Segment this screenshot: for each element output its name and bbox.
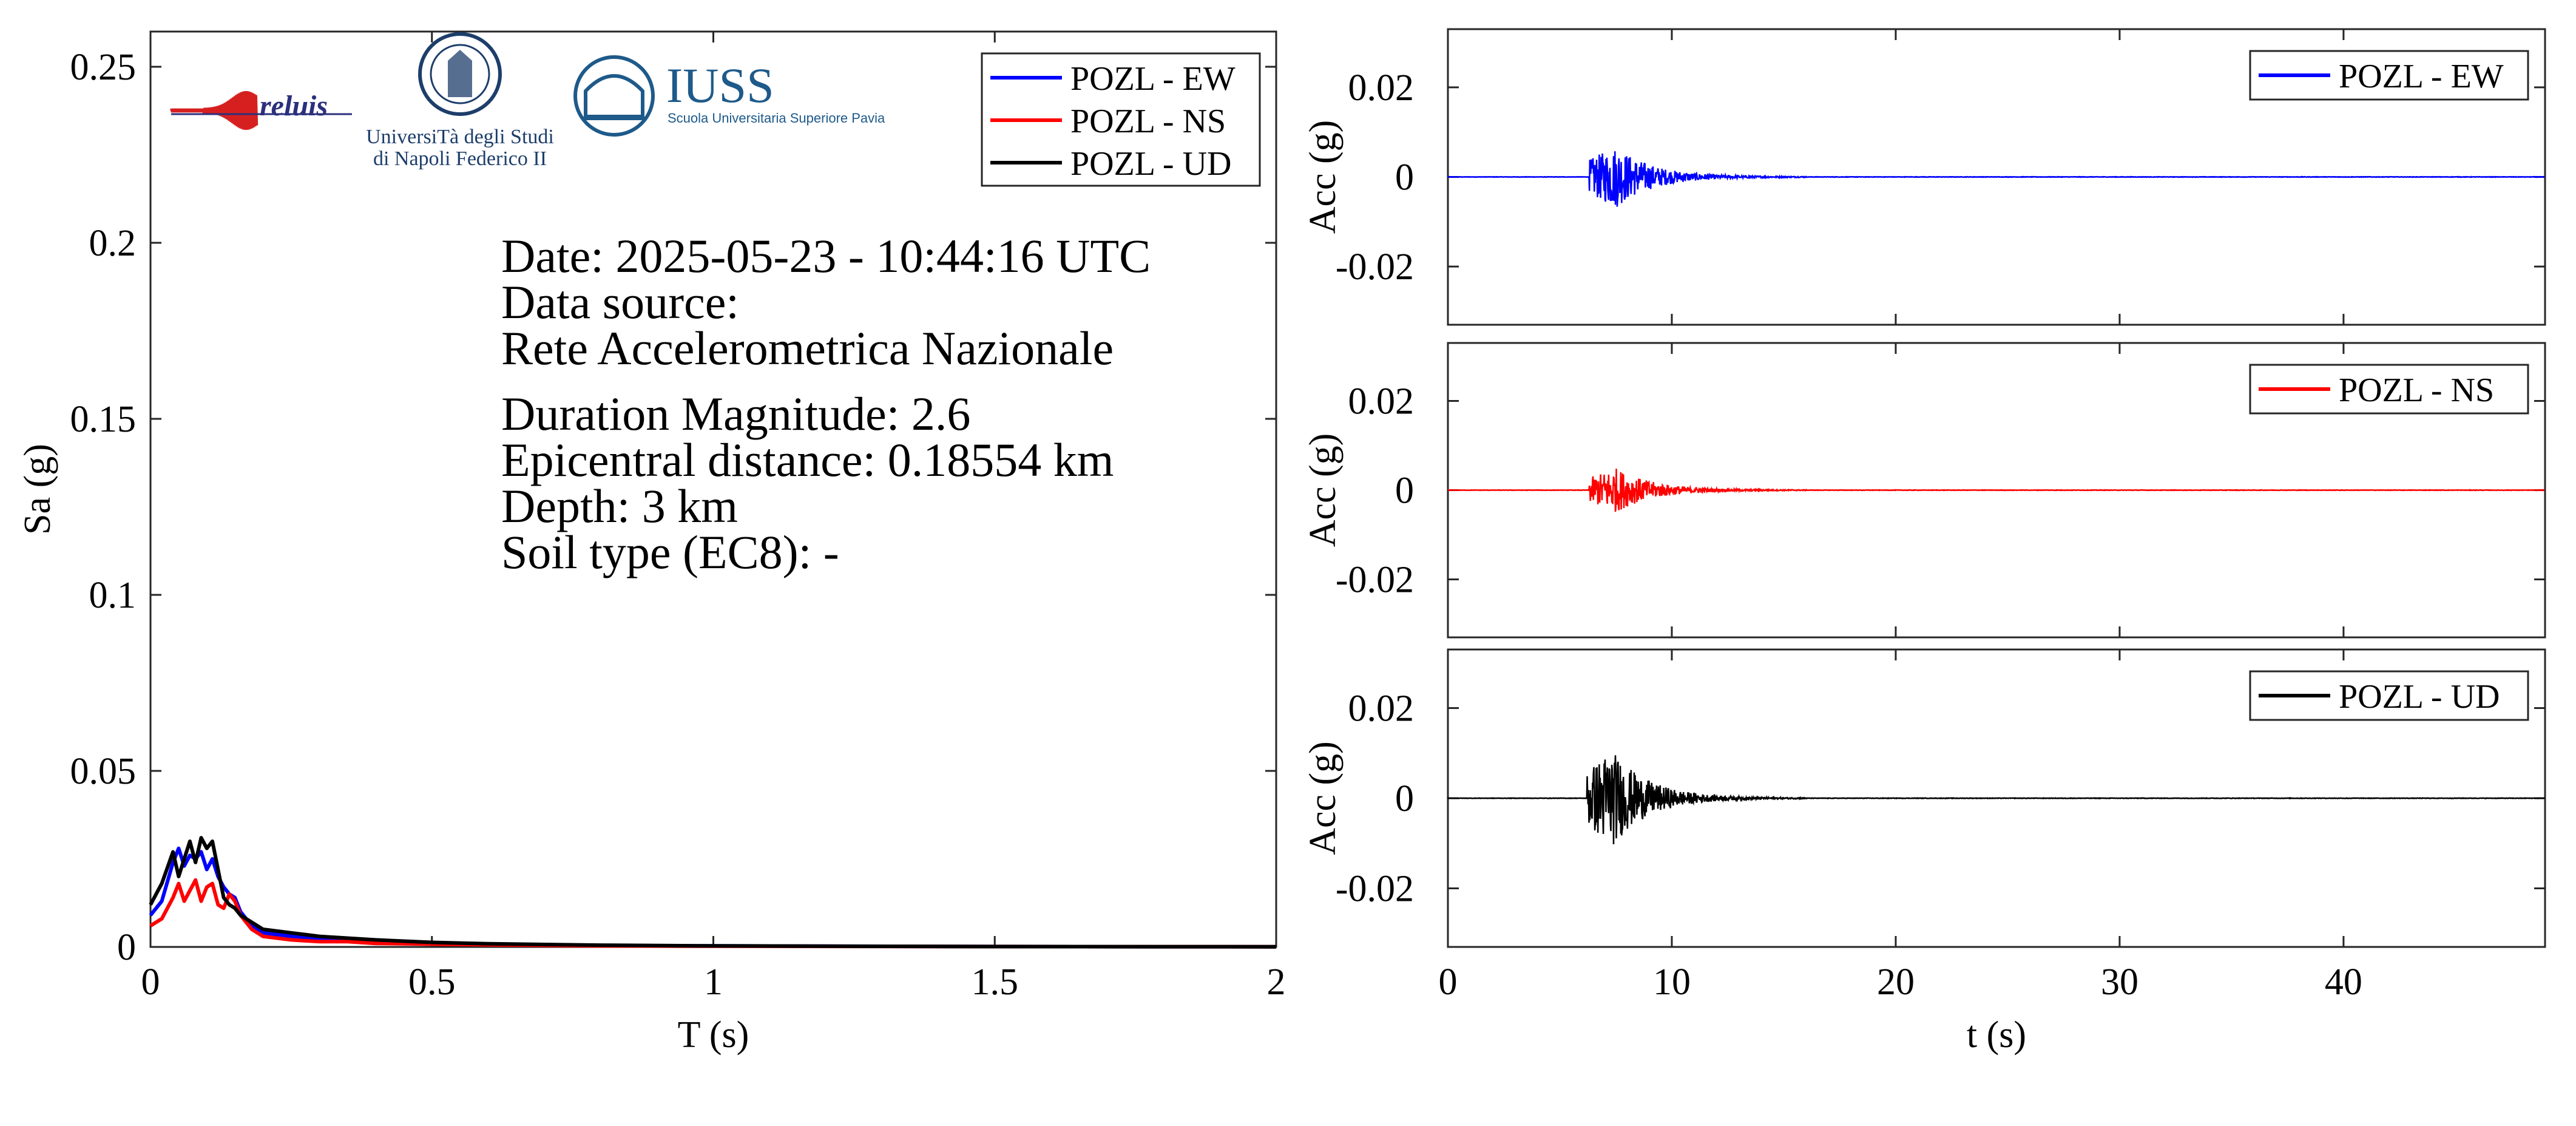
- legend-label: POZL - NS: [1070, 103, 1226, 140]
- waveform-ew: [1447, 151, 2545, 207]
- info-line: Date: 2025-05-23 - 10:44:16 UTC: [501, 229, 1151, 282]
- spectrum-legend: POZL - EW POZL - NS POZL - UD: [981, 52, 1261, 187]
- y-tick-label: 0.02: [1348, 381, 1415, 422]
- unina-logo-text-2: di Napoli Federico II: [373, 148, 547, 170]
- waveform-ns: [1447, 469, 2545, 512]
- legend-label: POZL - UD: [2339, 678, 2500, 716]
- y-tick-label: 0: [117, 927, 136, 968]
- y-tick-label: 0.25: [70, 47, 137, 88]
- spectrum-line-ud: [149, 836, 1277, 949]
- iuss-logo-text: IUSS: [666, 58, 774, 113]
- reluis-seismogram-icon: [170, 90, 259, 131]
- unina-logo-text-1: UniversiTà degli Studi: [366, 126, 554, 148]
- x-tick-label: 0: [1439, 962, 1458, 1003]
- x-tick-label: 1: [704, 962, 723, 1003]
- x-tick-label: 40: [2325, 962, 2362, 1003]
- legend-label: POZL - UD: [1070, 145, 1231, 183]
- y-tick-label: 0.02: [1348, 67, 1415, 109]
- info-line: Epicentral distance: 0.18554 km: [501, 433, 1114, 486]
- x-tick-label: 1.5: [972, 962, 1019, 1003]
- x-axis-label: t (s): [1967, 1014, 2026, 1056]
- legend-label: POZL - NS: [2339, 371, 2494, 409]
- y-tick-label: 0: [1395, 157, 1414, 198]
- spectrum-panel: 0 0.5 1 1.5 2 0 0.05 0.1 0.15 0.2 0.25 T (s) Sa (g) D…: [17, 30, 1286, 1056]
- y-tick-label: 0.05: [70, 751, 137, 792]
- legend-box: [2249, 670, 2529, 721]
- x-tick-label: 10: [1653, 962, 1691, 1003]
- y-tick-label: 0.1: [89, 575, 137, 616]
- y-axis-label: Acc (g): [1302, 120, 1344, 234]
- info-line: Data source:: [501, 276, 739, 328]
- y-tick-label: 0.15: [70, 399, 137, 440]
- y-tick-label: -0.02: [1336, 246, 1414, 288]
- reluis-logo-text: reluis: [260, 90, 328, 122]
- info-line: Duration Magnitude: 2.6: [501, 387, 970, 440]
- y-tick-label: 0: [1395, 470, 1414, 512]
- x-tick-label: 2: [1267, 962, 1286, 1003]
- unina-seal-figure-icon: [448, 50, 472, 97]
- x-tick-label: 0: [141, 962, 160, 1003]
- y-tick-label: 0.02: [1348, 688, 1415, 730]
- x-tick-label: 30: [2101, 962, 2138, 1003]
- y-axis-label: Acc (g): [1302, 741, 1344, 855]
- y-axis-label: Sa (g): [17, 444, 58, 535]
- accelerogram-panel-3: -0.02 0 0.02 0 10 20 30 40 Acc (g) t (s) POZL - UD: [1302, 648, 2546, 1056]
- x-tick-label: 0.5: [408, 962, 456, 1003]
- y-tick-label: 0: [1395, 778, 1414, 819]
- info-line: Depth: 3 km: [501, 480, 738, 532]
- info-line: Soil type (EC8): -: [501, 526, 839, 578]
- iuss-building-icon: [584, 74, 644, 118]
- x-axis-label: T (s): [678, 1014, 749, 1056]
- info-line: Rete Accelerometrica Nazionale: [501, 322, 1114, 375]
- x-tick-label: 20: [1877, 962, 1915, 1003]
- y-tick-label: -0.02: [1336, 868, 1414, 909]
- iuss-logo-subtext: Scuola Universitaria Superiore Pavia: [668, 110, 885, 126]
- y-axis-label: Acc (g): [1302, 433, 1344, 548]
- legend-label: POZL - EW: [2339, 58, 2504, 95]
- y-tick-label: -0.02: [1336, 559, 1414, 600]
- y-tick-label: 0.2: [89, 223, 137, 264]
- waveform-ud: [1447, 755, 2545, 844]
- unina-seal-inner: [430, 44, 490, 104]
- legend-label: POZL - EW: [1070, 60, 1236, 98]
